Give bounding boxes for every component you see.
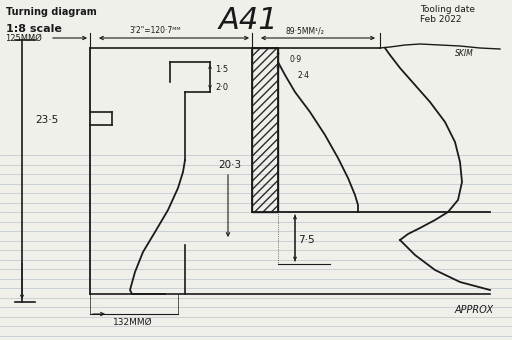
Text: 7·5: 7·5	[298, 235, 315, 245]
Text: SKIM: SKIM	[455, 50, 474, 58]
Text: 2·0: 2·0	[215, 84, 228, 92]
Text: 2·4: 2·4	[298, 70, 310, 80]
Text: 1·5: 1·5	[215, 66, 228, 74]
Text: 1:8 scale: 1:8 scale	[6, 24, 62, 34]
Text: 89·5MM¹/₂: 89·5MM¹/₂	[286, 26, 325, 35]
Text: Turning diagram: Turning diagram	[6, 7, 97, 17]
Text: 132MMØ: 132MMØ	[113, 318, 153, 326]
Text: A41: A41	[218, 6, 278, 35]
Text: APPROX: APPROX	[455, 305, 494, 315]
Text: 23·5: 23·5	[35, 115, 58, 125]
Text: Tooling date
Feb 2022: Tooling date Feb 2022	[420, 5, 475, 24]
Text: 125MMØ: 125MMØ	[5, 34, 42, 42]
Text: 20·3: 20·3	[218, 160, 241, 170]
Text: 0·9: 0·9	[290, 55, 302, 65]
Text: 3'2"=120·7ᴹᴹ: 3'2"=120·7ᴹᴹ	[129, 26, 181, 35]
